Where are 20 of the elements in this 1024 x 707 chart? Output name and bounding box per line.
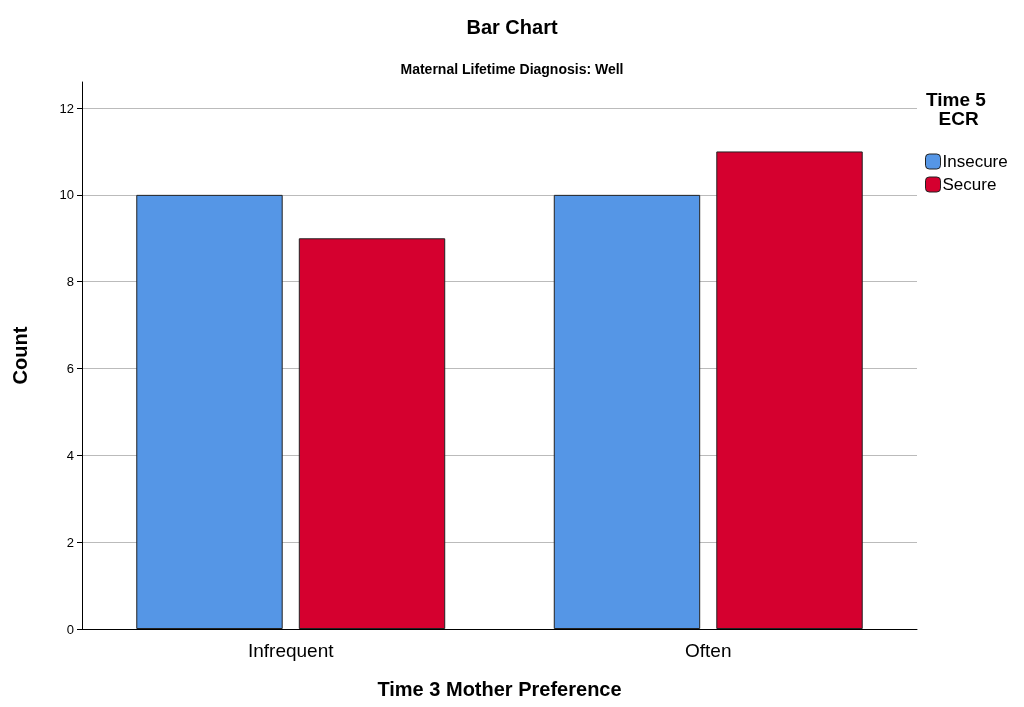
y-tick-label: 4 xyxy=(66,447,74,463)
x-tick-label: Infrequent xyxy=(247,640,335,661)
legend-label: Insecure xyxy=(942,152,1008,171)
legend-title: Time 5 ECR xyxy=(925,89,992,129)
legend-label: Secure xyxy=(942,175,997,194)
y-tick-label: 6 xyxy=(66,361,74,377)
y-tick-label: 8 xyxy=(66,274,74,290)
bar xyxy=(716,151,863,629)
y-tick-label: 2 xyxy=(66,534,74,550)
bar xyxy=(136,194,283,629)
chart-title: Bar Chart xyxy=(466,16,558,38)
y-axis-title: Count xyxy=(9,326,31,385)
y-tick-label: 0 xyxy=(66,621,74,637)
y-tick-label: 12 xyxy=(59,100,74,116)
x-tick-label: Often xyxy=(685,640,732,661)
x-axis-title: Time 3 Mother Preference xyxy=(377,678,622,700)
chart-subtitle: Maternal Lifetime Diagnosis: Well xyxy=(400,61,624,77)
bar xyxy=(553,194,701,629)
y-tick-label: 10 xyxy=(59,187,74,203)
bar xyxy=(298,238,446,629)
